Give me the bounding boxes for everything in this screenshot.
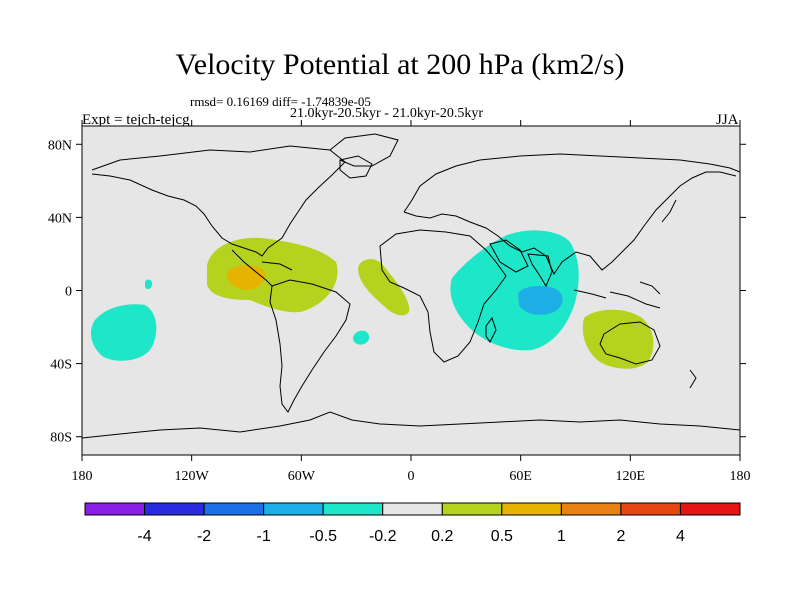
colorbar-swatch — [382, 502, 443, 516]
colorbar-label: 0.5 — [491, 528, 513, 545]
anomaly-south-pacific-negative — [90, 304, 157, 361]
lat-tick-label: 80N — [48, 138, 72, 153]
colorbar-label: -2 — [197, 528, 211, 545]
lon-tick-label: 120E — [616, 469, 646, 484]
anomaly-atlantic-positive — [358, 259, 410, 316]
period-label: 21.0kyr-20.5kyr - 21.0kyr-20.5kyr — [290, 106, 484, 121]
colorbar-label: 0.2 — [431, 528, 453, 545]
colorbar-swatch — [144, 502, 205, 516]
coastlines — [82, 133, 740, 439]
lat-tick-label: 40N — [48, 211, 72, 226]
colorbar-swatch — [441, 502, 503, 516]
map-background — [82, 126, 740, 455]
longitude-axis: 180 120W 60W 0 60E 120E 180 — [72, 120, 751, 484]
lon-tick-label: 180 — [72, 469, 93, 484]
rmsd-diff-stats: rmsd= 0.16169 diff= -1.74839e-05 — [190, 94, 371, 109]
anomaly-central-america-positive — [207, 237, 338, 313]
colorbar-label: -0.2 — [369, 528, 397, 545]
season-label: JJA — [716, 112, 739, 128]
colorbar-swatch — [203, 502, 265, 516]
colorbar: -4 -2 -1 -0.5 -0.2 0.2 0.5 1 2 4 — [84, 502, 741, 545]
lon-tick-label: 180 — [730, 469, 751, 484]
lon-tick-label: 120W — [175, 469, 210, 484]
anomaly-south-atlantic-negative — [353, 330, 370, 345]
lon-tick-label: 60W — [288, 469, 316, 484]
colorbar-swatch — [501, 502, 562, 516]
colorbar-label: -4 — [137, 528, 151, 545]
lat-tick-label: 80S — [50, 431, 72, 446]
colorbar-swatch — [560, 502, 622, 516]
plot-title: Velocity Potential at 200 hPa (km2/s) — [175, 48, 625, 81]
colorbar-label: -1 — [257, 528, 271, 545]
colorbar-label: 1 — [557, 528, 566, 545]
lon-tick-label: 0 — [408, 469, 415, 484]
latitude-axis: 80N 40N 0 40S 80S — [48, 138, 746, 446]
colorbar-label: -0.5 — [309, 528, 337, 545]
anomaly-pacific-negative-small — [145, 279, 152, 290]
anomaly-indian-ocean-negative — [450, 230, 579, 351]
colorbar-swatch — [620, 502, 681, 516]
experiment-label: Expt = tejch-tejcg — [82, 112, 190, 128]
lon-tick-label: 60E — [509, 469, 532, 484]
colorbar-swatch — [263, 502, 324, 516]
colorbar-label: 4 — [676, 528, 685, 545]
colorbar-swatch — [679, 502, 741, 516]
colorbar-swatch — [322, 502, 384, 516]
anomaly-australia-positive — [582, 309, 654, 369]
colorbar-label: 2 — [616, 528, 625, 545]
colorbar-swatch — [84, 502, 146, 516]
anomaly-indian-ocean-negative-core — [518, 286, 563, 315]
lat-tick-label: 0 — [65, 285, 72, 300]
lat-tick-label: 40S — [50, 358, 72, 373]
